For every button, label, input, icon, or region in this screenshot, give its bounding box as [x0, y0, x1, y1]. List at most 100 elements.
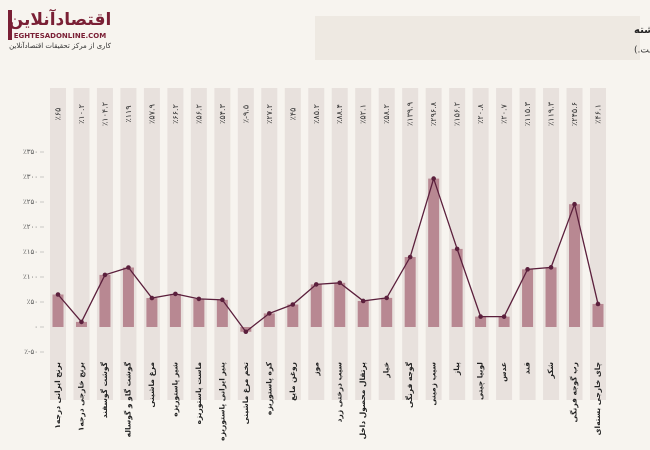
line-point: [79, 319, 84, 325]
y-tick-label: ٪۵۰: [27, 298, 38, 306]
line-point: [478, 314, 483, 319]
bar: [428, 178, 440, 327]
column-band: [261, 88, 278, 400]
bar: [451, 248, 463, 327]
column-band: [143, 88, 160, 400]
column-band: [355, 88, 372, 400]
bar: [240, 327, 252, 332]
value-label: ٪۲۰.۸: [476, 103, 485, 123]
line-point: [431, 176, 436, 181]
line-point: [572, 201, 577, 207]
column-band: [543, 88, 560, 400]
column-band: [284, 88, 301, 400]
line-point: [407, 254, 413, 260]
column-band: [402, 88, 419, 400]
x-tick-label: پرتقال محصول داخل: [358, 362, 367, 440]
x-tick-label: برنج خارجی درجه۱: [76, 362, 85, 431]
bar: [404, 257, 416, 327]
bar: [498, 316, 510, 327]
x-tick-label: ماست پاستوریزه: [194, 362, 203, 425]
x-tick-label: عدس: [499, 362, 508, 382]
line-point: [196, 296, 202, 302]
x-tick-label: گوشت گاو و گوساله: [123, 361, 132, 437]
y-tick-label: ٪۲۵۰: [23, 198, 38, 206]
value-label: ٪۵۴.۳: [218, 103, 227, 123]
value-label: ٪۲۰.۷: [500, 103, 509, 123]
column-band: [237, 88, 254, 400]
y-tick-label: ٪-۵۰: [24, 348, 38, 356]
line-point: [290, 302, 296, 307]
column-band: [378, 88, 395, 400]
column-band: [308, 88, 325, 400]
line-point: [126, 265, 131, 270]
column-band: [590, 88, 606, 400]
line-point: [220, 297, 225, 303]
value-label: ٪۸۵.۲: [312, 104, 321, 124]
x-tick-label: کره پاستوریزه: [264, 361, 273, 415]
value-label: ٪۱۰۴.۲: [100, 102, 109, 126]
column-band: [331, 88, 348, 400]
column-band: [120, 88, 137, 400]
x-tick-label: خیار: [382, 362, 391, 379]
column-band: [190, 88, 207, 400]
line-point: [102, 272, 108, 278]
bar: [357, 300, 369, 327]
column-band: [73, 88, 90, 400]
line-point: [267, 311, 272, 316]
x-tick-label: تخم مرغ ماشینی: [241, 362, 250, 424]
bar: [263, 313, 275, 327]
value-label: ٪۵۸.۲: [382, 104, 391, 124]
bar: [99, 274, 111, 327]
x-tick-label: شیر پاستوریزه: [170, 362, 179, 417]
bar: [146, 298, 158, 327]
column-band: [50, 88, 66, 400]
value-label: ٪۱۱۹: [124, 105, 133, 122]
bar: [334, 282, 346, 327]
column-band: [96, 88, 113, 400]
chart-subtitle: (آمارها توسط مرکز آمار منتشر شده است.): [634, 44, 650, 56]
value-label: ٪۱۳۹.۹: [406, 102, 415, 126]
x-tick-label: لوبیا چیتی: [476, 362, 485, 400]
line-point: [501, 314, 507, 319]
line-point: [548, 265, 554, 270]
x-tick-label: رب گوجه فرنگی: [570, 362, 579, 422]
y-tick-label: ٪۳۵۰: [23, 148, 38, 156]
logo-credit: کاری از مرکز تحقیقات اقتصادآنلاین: [9, 41, 111, 50]
bar: [216, 299, 228, 327]
x-tick-label: سیب زمینی: [429, 362, 438, 406]
column-band: [167, 88, 184, 400]
line-point: [337, 280, 343, 286]
bar: [475, 316, 487, 327]
y-tick-label: ٪۱۵۰: [23, 248, 38, 256]
y-tick-label: ٪۳۰۰: [23, 173, 38, 181]
line-point: [149, 295, 155, 301]
value-label: ٪۲۴۵.۶: [570, 102, 579, 126]
y-tick-label: ٪۲۰۰: [23, 223, 38, 231]
value-label: ٪۴۶.۱: [594, 104, 603, 124]
y-tick-label: ۰: [34, 323, 38, 331]
bar: [52, 294, 64, 327]
x-tick-label: گوجه فرنگی: [405, 361, 414, 408]
line-point: [173, 291, 178, 297]
bar: [75, 321, 87, 327]
line-point: [525, 267, 530, 272]
value-label: ٪۵۶.۲: [194, 104, 203, 124]
x-tick-label: سیب درختی زرد: [335, 362, 344, 422]
line-point: [595, 301, 601, 307]
value-label: ٪۴۵: [288, 108, 297, 121]
value-label: ٪۵۷.۹: [147, 104, 156, 124]
bar: [287, 304, 299, 327]
logo-site: EGHTESADONLINE.COM: [14, 32, 106, 40]
logo-name: اقتصادآنلاین: [9, 8, 112, 30]
bar: [545, 267, 557, 327]
line-point: [313, 282, 319, 287]
bar: [310, 284, 322, 327]
bar: [381, 297, 393, 327]
bar: [592, 303, 604, 327]
value-label: ٪۶۶.۲: [171, 104, 180, 124]
x-tick-label: روغن مایع: [288, 362, 297, 401]
bar: [169, 293, 181, 327]
bar: [569, 204, 581, 327]
